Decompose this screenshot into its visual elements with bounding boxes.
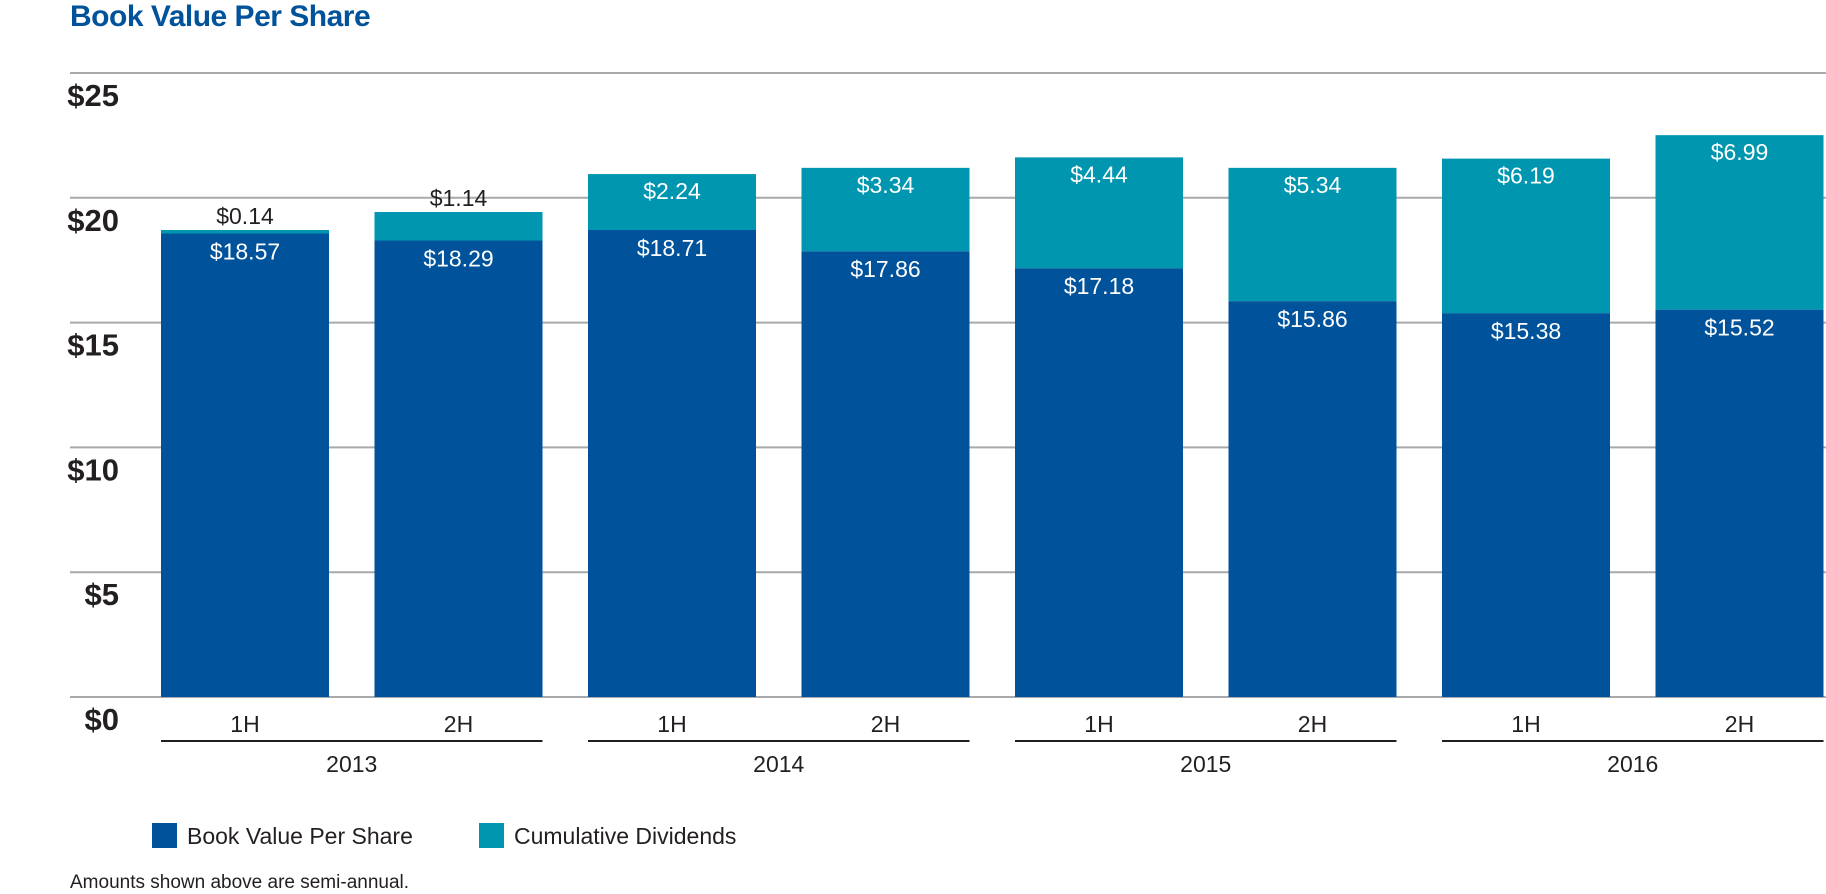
x-tick-label: 1H <box>657 711 686 737</box>
bar-cumulative-dividends <box>1015 157 1183 269</box>
bar-cumulative-dividends <box>588 174 756 230</box>
bar-label-book-value: $17.18 <box>1064 273 1134 299</box>
y-tick-label: $20 <box>67 203 119 238</box>
bar-cumulative-dividends <box>1442 158 1610 314</box>
x-group-label: 2016 <box>1607 751 1658 777</box>
bar-label-cumulative-dividends: $2.24 <box>643 178 701 204</box>
legend: Book Value Per Share Cumulative Dividends <box>152 823 736 849</box>
bar-label-book-value: $15.38 <box>1491 318 1561 344</box>
bar-label-cumulative-dividends: $6.99 <box>1711 139 1769 165</box>
bar-book-value <box>374 240 543 697</box>
bar-book-value <box>1655 309 1824 697</box>
bar-label-book-value: $15.86 <box>1277 306 1347 332</box>
x-group-label: 2015 <box>1180 751 1231 777</box>
bars <box>161 135 1824 697</box>
x-tick-label: 2H <box>1298 711 1327 737</box>
bar-label-book-value: $17.86 <box>850 256 920 282</box>
legend-label: Book Value Per Share <box>187 823 413 849</box>
y-tick-label: $0 <box>85 702 119 737</box>
bar-label-book-value: $18.71 <box>637 235 707 261</box>
bar-label-book-value: $18.57 <box>210 238 280 264</box>
bar-book-value <box>1228 301 1397 697</box>
footnote: Amounts shown above are semi-annual. <box>70 872 410 893</box>
bar-book-value <box>1442 313 1610 697</box>
legend-label: Cumulative Dividends <box>514 823 736 849</box>
legend-swatch <box>479 823 504 848</box>
y-tick-label: $15 <box>67 328 119 363</box>
bar-label-book-value: $18.29 <box>423 245 493 271</box>
chart-title: Book Value Per Share <box>70 0 371 33</box>
bar-book-value <box>801 251 970 697</box>
bar-label-cumulative-dividends: $5.34 <box>1284 172 1342 198</box>
bar-label-cumulative-dividends: $1.14 <box>430 185 488 211</box>
x-group-label: 2014 <box>753 751 804 777</box>
bar-label-cumulative-dividends: $4.44 <box>1070 161 1128 187</box>
x-tick-label: 1H <box>1084 711 1113 737</box>
y-tick-label: $25 <box>67 78 119 113</box>
bar-book-value <box>588 229 756 697</box>
bar-cumulative-dividends <box>1228 167 1397 302</box>
x-tick-label: 2H <box>1725 711 1754 737</box>
x-group-label: 2013 <box>326 751 377 777</box>
y-axis-ticks: $0 $5 $10 $15 $20 $25 <box>67 78 119 737</box>
bar-cumulative-dividends <box>801 167 970 252</box>
x-tick-label: 2H <box>871 711 900 737</box>
bar-cumulative-dividends <box>1655 135 1824 310</box>
x-axis: 1H 2H 1H 2H 1H 2H 1H 2H 2013 2014 2015 2016 <box>161 711 1824 777</box>
x-tick-label: 1H <box>230 711 259 737</box>
bar-book-value <box>161 233 329 697</box>
legend-swatch <box>152 823 177 848</box>
bar-cumulative-dividends <box>374 212 543 241</box>
x-tick-label: 1H <box>1511 711 1540 737</box>
bar-label-book-value: $15.52 <box>1704 315 1774 341</box>
bar-label-cumulative-dividends: $0.14 <box>216 203 274 229</box>
y-tick-label: $10 <box>67 452 119 487</box>
bar-value-labels: $18.57 $0.14 $18.29 $1.14 $18.71 $2.24 $17.86 $… <box>210 139 1775 344</box>
bar-label-cumulative-dividends: $6.19 <box>1497 163 1555 189</box>
bar-label-cumulative-dividends: $3.34 <box>857 172 915 198</box>
y-tick-label: $5 <box>85 577 119 612</box>
x-tick-label: 2H <box>444 711 473 737</box>
bar-cumulative-dividends <box>161 229 329 234</box>
bar-book-value <box>1015 268 1183 697</box>
